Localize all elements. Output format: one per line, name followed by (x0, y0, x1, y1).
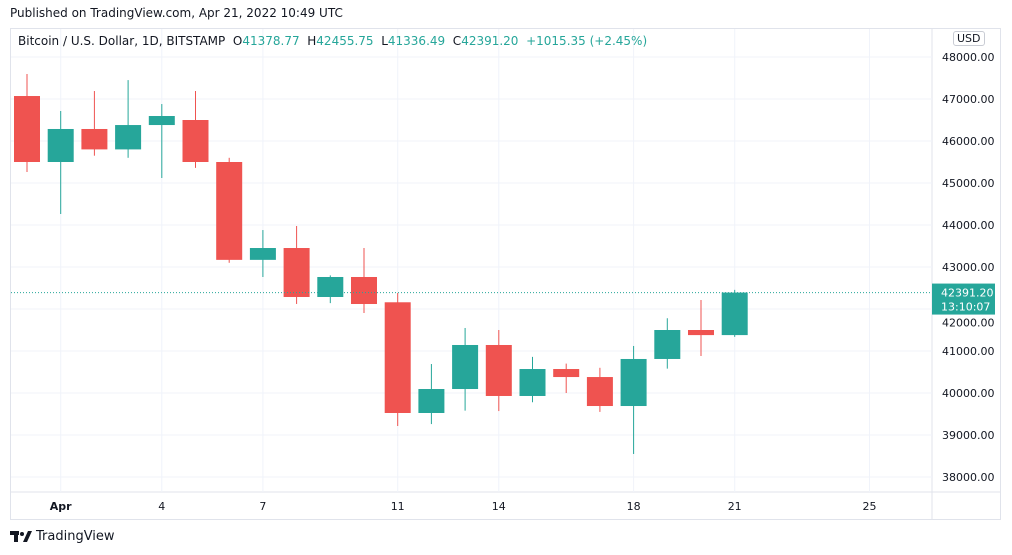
price-tick-label: 41000.00 (942, 345, 995, 358)
time-tick-label: Apr (50, 500, 72, 513)
time-tick-label: 4 (158, 500, 165, 513)
price-tick-label: 38000.00 (942, 471, 995, 484)
candle-body (418, 389, 445, 413)
candle-body (384, 302, 411, 413)
price-tick-label: 40000.00 (942, 387, 995, 400)
candle-body (519, 369, 546, 396)
candle-body (216, 162, 243, 260)
high-label: H (307, 34, 317, 48)
price-tick-label: 45000.00 (942, 177, 995, 190)
candle-body (182, 120, 209, 162)
price-tick-label: 48000.00 (942, 51, 995, 64)
change-value: +1015.35 (+2.45%) (526, 34, 648, 48)
symbol-title[interactable]: Bitcoin / U.S. Dollar, 1D, BITSTAMP (18, 34, 226, 48)
open-value: 41378.77 (242, 34, 300, 48)
candle-body (249, 248, 276, 260)
currency-button[interactable]: USD (953, 31, 985, 46)
candle-body (47, 128, 74, 162)
candle-body (654, 330, 681, 359)
high-value: 42455.75 (316, 34, 374, 48)
candle-body (452, 344, 479, 390)
time-tick-label: 11 (391, 500, 405, 513)
price-tick-label: 43000.00 (942, 261, 995, 274)
candle-body (115, 125, 142, 150)
close-value: 42391.20 (461, 34, 519, 48)
candle-body (351, 276, 377, 305)
price-tick-label: 42000.00 (942, 317, 995, 330)
candle-body (317, 276, 344, 297)
chart-frame (10, 28, 1001, 520)
time-tick-label: 21 (728, 500, 742, 513)
tradingview-logo[interactable]: TradingView (10, 529, 115, 544)
close-label: C (452, 34, 462, 48)
candle-body (485, 344, 512, 396)
candle-body (586, 377, 613, 407)
countdown-label: 13:10:07 (941, 301, 990, 314)
time-tick-label: 14 (492, 500, 506, 513)
open-label: O (232, 34, 243, 48)
candle-body (553, 369, 580, 378)
last-price-label: 42391.20 (941, 287, 994, 300)
price-tick-label: 44000.00 (942, 219, 995, 232)
price-tick-label: 39000.00 (942, 429, 995, 442)
candle-body (81, 128, 108, 150)
time-tick-label: 18 (627, 500, 641, 513)
price-tick-label: 46000.00 (942, 135, 995, 148)
time-tick-label: 7 (259, 500, 266, 513)
brand-name: TradingView (36, 529, 115, 544)
time-tick-label: 25 (863, 500, 877, 513)
published-caption: Published on TradingView.com, Apr 21, 20… (10, 6, 343, 20)
low-value: 41336.49 (387, 34, 446, 48)
candle-body (148, 116, 175, 126)
tradingview-logo-icon (10, 530, 32, 542)
low-label: L (381, 34, 388, 48)
candle-body (721, 292, 748, 336)
last-price-badge (932, 283, 995, 315)
candle-body (283, 248, 310, 297)
candle-body (688, 330, 714, 336)
candle-body (14, 96, 40, 162)
price-tick-label: 47000.00 (942, 93, 995, 106)
candle-body (620, 358, 647, 407)
ohlc-legend: Bitcoin / U.S. Dollar, 1D, BITSTAMP O413… (18, 34, 647, 48)
